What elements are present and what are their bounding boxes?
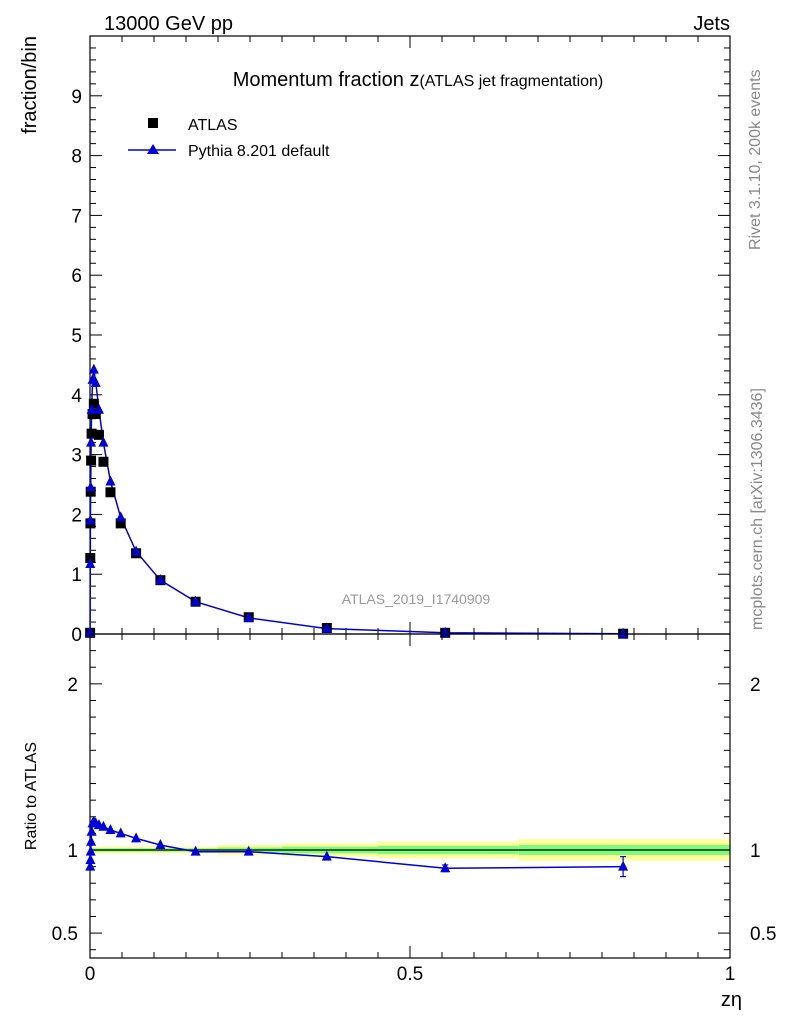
y-tick-label: 5 xyxy=(71,326,82,347)
atlas-data-point xyxy=(86,455,97,466)
legend: ATLAS Pythia 8.201 default xyxy=(128,117,330,160)
main-plot-frame xyxy=(89,35,731,635)
ratio-y-tick-label-right: 1 xyxy=(750,841,761,862)
legend-marker-pythia xyxy=(147,144,159,154)
header-right-label: Jets xyxy=(693,13,730,35)
ratio-y-tick-label-right: 0.5 xyxy=(750,924,776,945)
ratio-y-tick-label-right: 2 xyxy=(750,675,761,696)
ratio-y-axis-label: Ratio to ATLAS xyxy=(23,742,40,850)
y-tick-label: 6 xyxy=(71,266,82,287)
pythia-data-point xyxy=(90,376,101,387)
main-panel: 0 1 2 3 4 5 6 7 8 9 xyxy=(71,35,731,646)
ratio-data-point xyxy=(321,850,332,861)
pythia-data-point xyxy=(98,436,109,447)
chart-title-sub: (ATLAS jet fragmentation) xyxy=(419,73,603,90)
ratio-y-tick-label: 0.5 xyxy=(52,924,78,945)
pythia-series-line xyxy=(89,369,624,635)
pythia-data-point xyxy=(88,363,99,374)
main-y-axis-label: fraction/bin xyxy=(19,36,41,134)
atlas-data-point xyxy=(105,487,116,498)
pythia-data-point xyxy=(86,403,97,414)
ratio-data-point xyxy=(86,835,97,846)
legend-label-atlas: ATLAS xyxy=(188,117,238,134)
ratio-data-point xyxy=(85,845,96,856)
y-tick-label: 0 xyxy=(71,625,82,646)
analysis-watermark: ATLAS_2019_I1740909 xyxy=(342,591,491,607)
pythia-data-point xyxy=(131,545,142,556)
pythia-data-point xyxy=(618,627,629,638)
chart-title-main: Momentum fraction z xyxy=(233,69,420,91)
pythia-data-point xyxy=(105,475,116,486)
ratio-data-point xyxy=(105,824,116,835)
atlas-data-point xyxy=(98,456,109,467)
legend-label-pythia: Pythia 8.201 default xyxy=(188,143,330,160)
ratio-data-point xyxy=(190,845,201,856)
pythia-data-point xyxy=(190,595,201,606)
y-tick-label: 2 xyxy=(71,505,82,526)
ratio-data-point xyxy=(86,825,97,836)
ratio-panel: 0.5 0.5 1 1 2 2 0 0.5 1 xyxy=(52,633,776,985)
pythia-data-point xyxy=(155,574,166,585)
ratio-data-point xyxy=(85,860,96,871)
ratio-data-point xyxy=(115,827,126,838)
header-left-label: 13000 GeV pp xyxy=(104,13,233,35)
mcplots-reference-label: mcplots.cern.ch [arXiv:1306.3436] xyxy=(749,388,766,630)
x-axis-label: zη xyxy=(721,989,742,1011)
ratio-data-point xyxy=(155,839,166,850)
x-tick-label: 0 xyxy=(85,964,96,985)
ratio-data-point xyxy=(85,853,96,864)
y-tick-label: 4 xyxy=(71,386,82,407)
pythia-data-point xyxy=(85,481,96,492)
y-tick-label: 1 xyxy=(71,565,82,586)
x-tick-label: 0.5 xyxy=(397,964,423,985)
y-tick-label: 8 xyxy=(71,147,82,168)
x-tick-label: 1 xyxy=(725,964,736,985)
ratio-data-point xyxy=(440,862,451,873)
y-tick-label: 9 xyxy=(71,87,82,108)
ratio-data-point xyxy=(98,820,109,831)
ratio-data-point xyxy=(131,832,142,843)
ratio-y-tick-label: 2 xyxy=(67,675,78,696)
legend-marker-atlas xyxy=(148,118,158,128)
atlas-data-point xyxy=(90,408,101,419)
pythia-data-point xyxy=(243,611,254,622)
ratio-plot-frame xyxy=(89,633,731,959)
pythia-data-point xyxy=(86,436,97,447)
ratio-data-point xyxy=(618,860,629,871)
pythia-data-point xyxy=(85,514,96,525)
pythia-data-point xyxy=(93,403,104,414)
rivet-version-label: Rivet 3.1.10, 200k events xyxy=(747,69,764,250)
atlas-data-point xyxy=(115,518,126,529)
pythia-data-point xyxy=(115,511,126,522)
atlas-data-point xyxy=(86,428,97,439)
ratio-y-tick-label: 1 xyxy=(67,841,78,862)
atlas-data-point xyxy=(88,398,99,409)
atlas-data-point xyxy=(93,429,104,440)
pythia-data-point xyxy=(85,558,96,569)
pythia-data-point xyxy=(321,622,332,633)
chart-title: Momentum fraction z(ATLAS jet fragmentat… xyxy=(233,69,604,91)
atlas-data-point xyxy=(85,486,96,497)
ratio-data-point xyxy=(243,845,254,856)
y-tick-label: 3 xyxy=(71,446,82,467)
y-tick-label: 7 xyxy=(71,206,82,227)
